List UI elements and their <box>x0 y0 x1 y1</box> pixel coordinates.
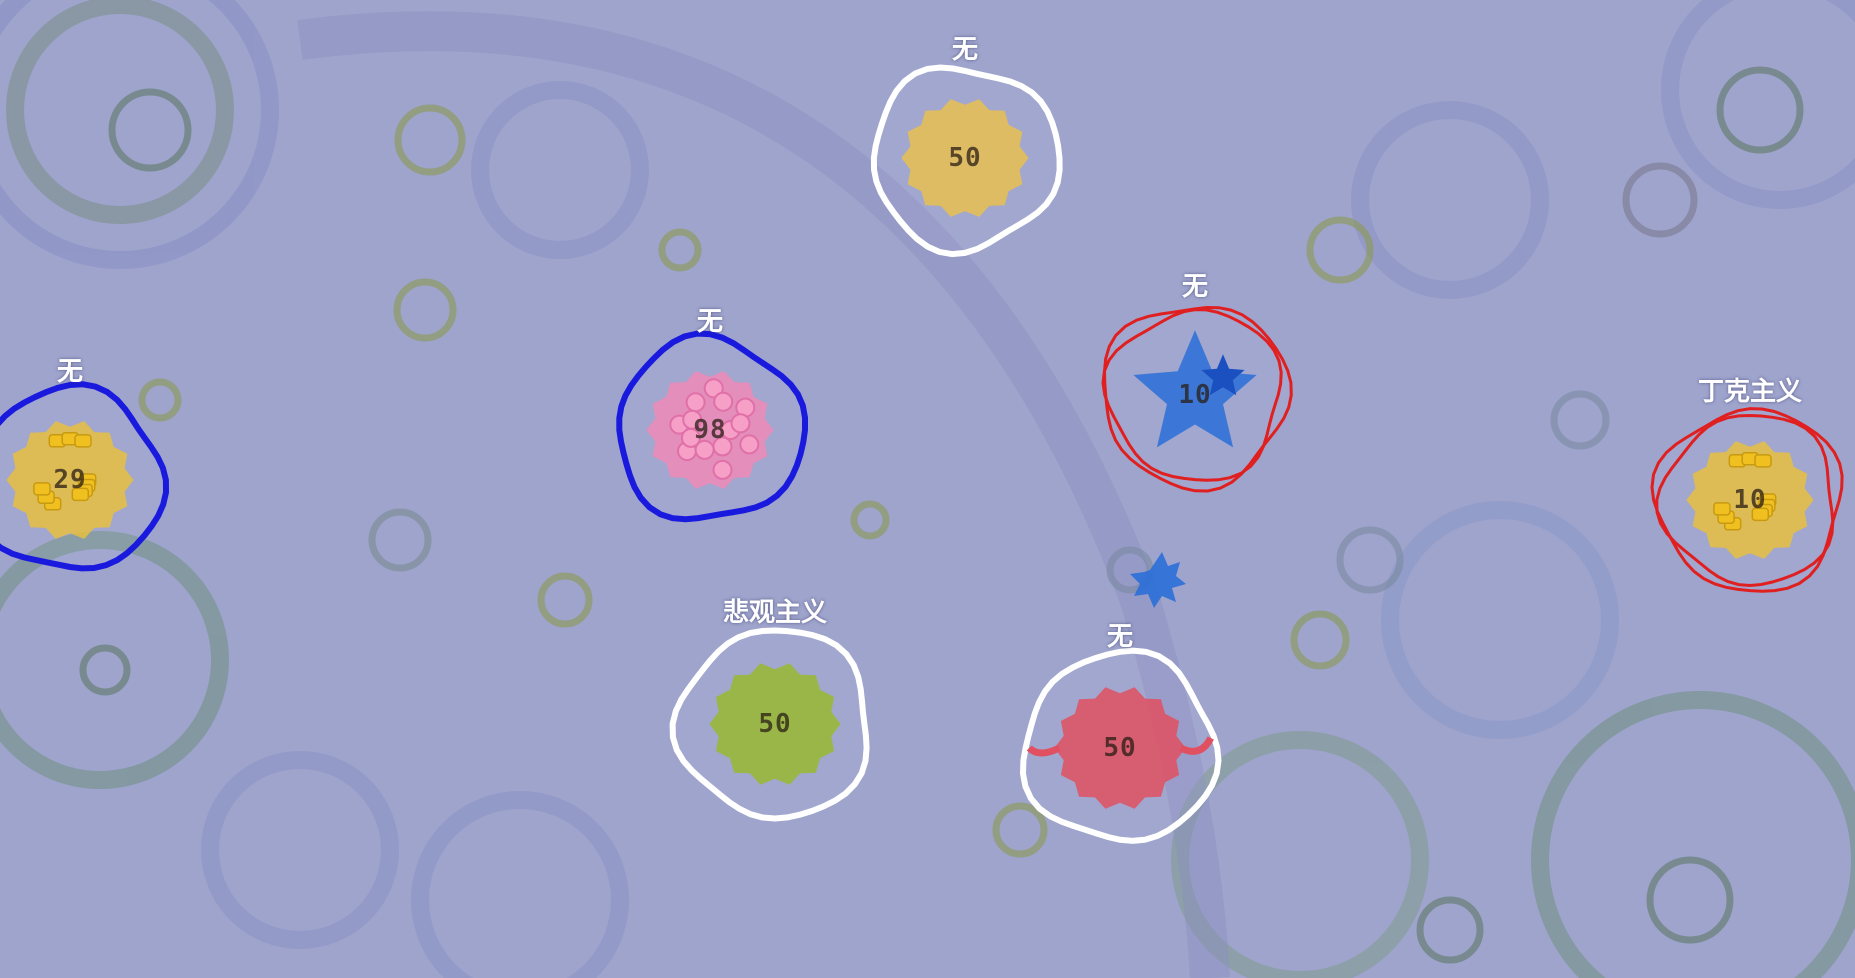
cell-count: 50 <box>948 143 982 173</box>
cell-label: 悲观主义 <box>722 598 828 628</box>
cell-count: 10 <box>1178 380 1212 410</box>
cell-label: 无 <box>951 35 979 65</box>
cell-label: 无 <box>1106 622 1134 652</box>
cell-label: 无 <box>1181 272 1209 302</box>
cell-right-yellow[interactable]: 丁克主义 10 <box>1650 377 1845 595</box>
cell-membrane <box>0 381 170 572</box>
cell-label: 无 <box>696 307 724 337</box>
cell-green[interactable]: 悲观主义 50 <box>669 598 873 822</box>
cell-count: 10 <box>1733 485 1767 515</box>
cell-count: 50 <box>758 709 792 739</box>
cell-count: 98 <box>693 415 727 445</box>
cell-membrane <box>1101 305 1293 493</box>
cell-count: 29 <box>53 465 87 495</box>
cell-red[interactable]: 无 50 <box>1019 622 1222 846</box>
cell-count: 50 <box>1103 733 1137 763</box>
cell-membrane <box>616 330 808 523</box>
cell-membrane <box>1019 647 1222 844</box>
cell-left-yellow[interactable]: 无 29 <box>0 357 170 575</box>
cell-top-yellow[interactable]: 无 50 <box>870 35 1063 258</box>
floating-blue-creature <box>1130 552 1186 608</box>
cell-membrane <box>1650 407 1844 593</box>
cell-label: 无 <box>56 357 84 387</box>
cell-label: 丁克主义 <box>1697 377 1803 407</box>
cell-membrane <box>870 64 1063 258</box>
cell-blue-star[interactable]: 无 10 <box>1100 272 1293 493</box>
cell-pink[interactable]: 无 98 <box>615 307 808 525</box>
cell-membrane <box>669 627 870 822</box>
